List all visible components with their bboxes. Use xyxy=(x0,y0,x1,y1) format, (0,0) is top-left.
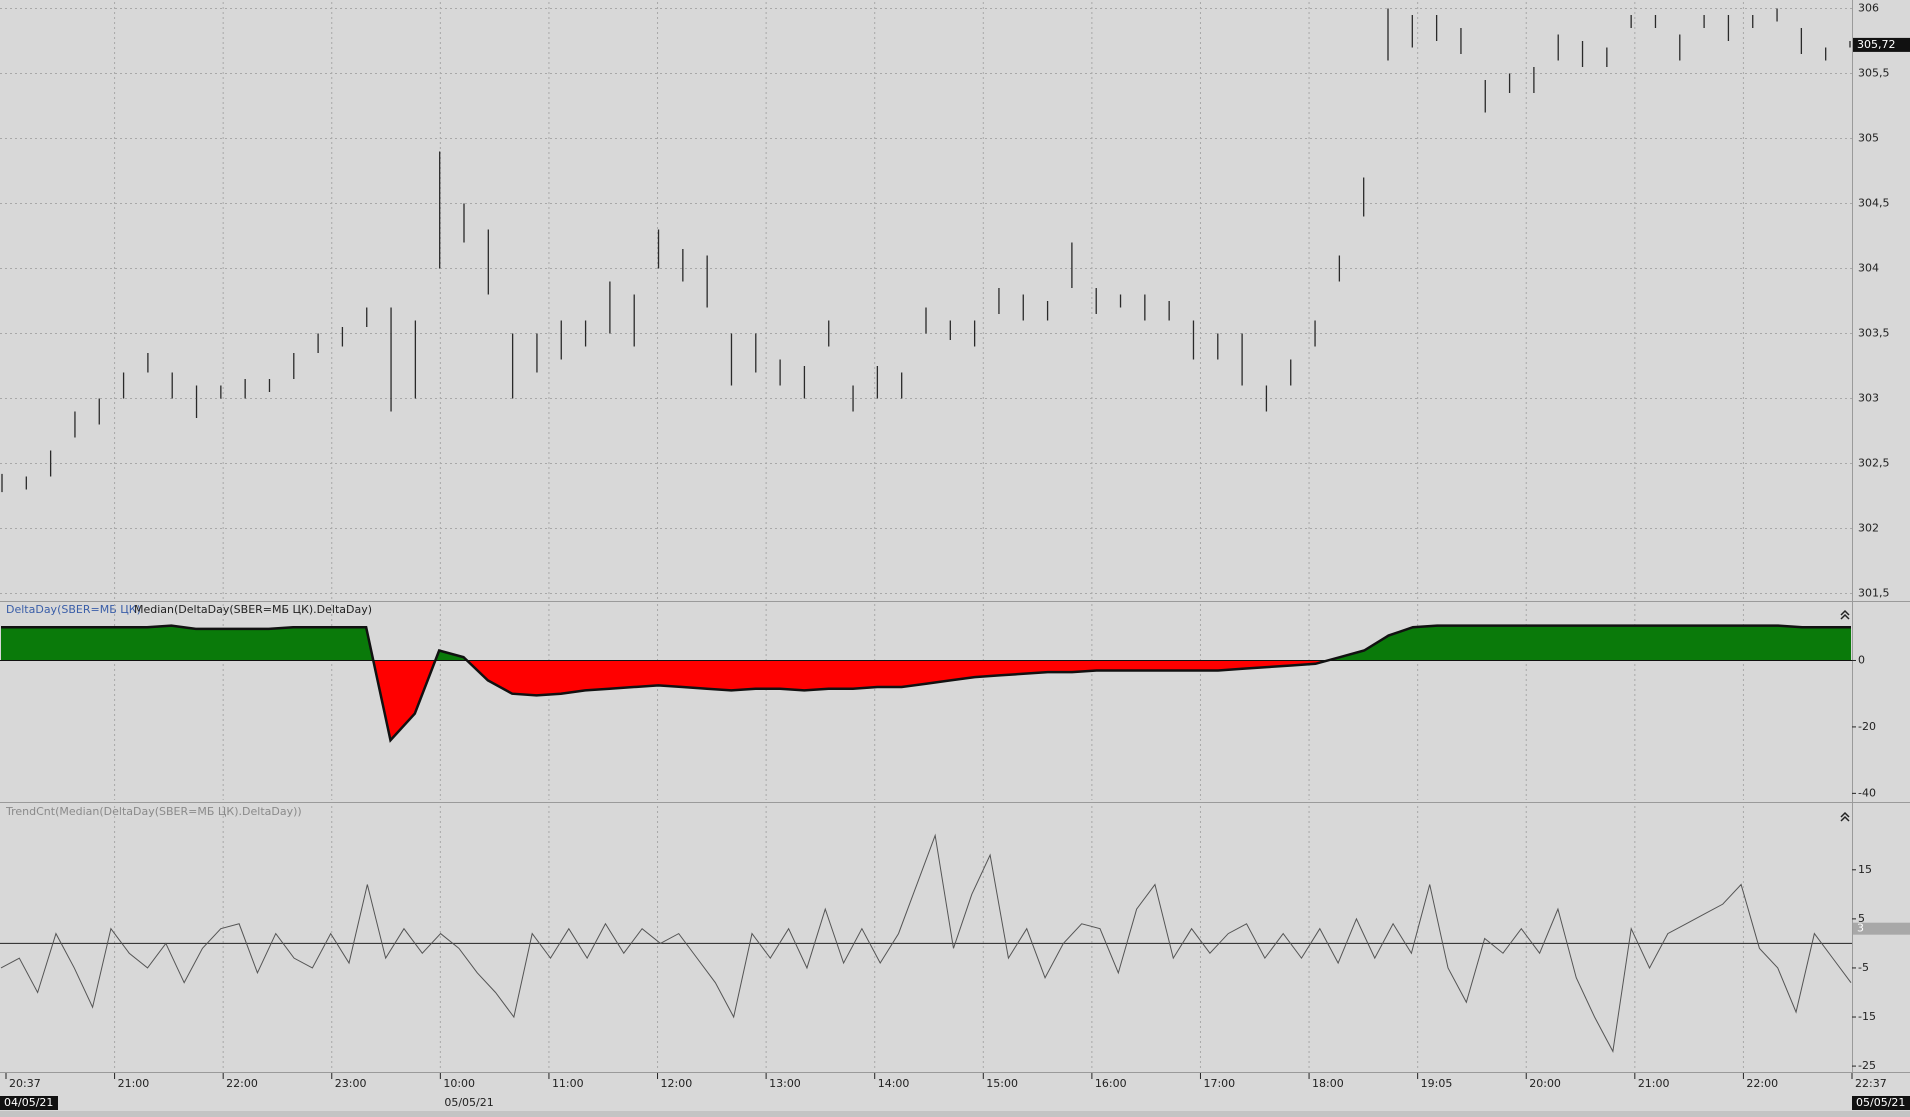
collapse-button[interactable] xyxy=(1840,609,1850,620)
y-tick-label: -15 xyxy=(1858,1010,1876,1023)
x-tick-label: 22:37 xyxy=(1855,1077,1887,1090)
last-price-box xyxy=(1853,37,1910,52)
indicator-subtitle: Median(DeltaDay(SBER=МБ ЦК).DeltaDay) xyxy=(134,603,372,616)
y-tick-label: -5 xyxy=(1858,961,1869,974)
x-tick-label: 21:00 xyxy=(118,1077,150,1090)
date-label: 05/05/21 xyxy=(1856,1096,1905,1109)
last-value-box xyxy=(1853,922,1910,935)
positive-area xyxy=(1,625,1851,661)
x-tick-label: 19:05 xyxy=(1421,1077,1453,1090)
negative-area xyxy=(1,660,1851,741)
last-value-label: 3 xyxy=(1857,922,1864,935)
collapse-button[interactable] xyxy=(1840,811,1850,822)
y-tick-label: 304,5 xyxy=(1858,197,1890,210)
indicator-title: TrendCnt(Median(DeltaDay(SBER=МБ ЦК).Del… xyxy=(5,805,302,818)
y-tick-label: -20 xyxy=(1858,720,1876,733)
y-tick-label: 302 xyxy=(1858,522,1879,535)
x-tick-label: 22:00 xyxy=(226,1077,258,1090)
y-tick-label: 15 xyxy=(1858,863,1872,876)
x-tick-label: 17:00 xyxy=(1203,1077,1235,1090)
x-tick-label: 16:00 xyxy=(1095,1077,1127,1090)
x-tick-label: 21:00 xyxy=(1638,1077,1670,1090)
x-tick-label: 10:00 xyxy=(443,1077,475,1090)
indicator-title: DeltaDay(SBER=МБ ЦК) xyxy=(6,603,141,616)
y-tick-label: 305,5 xyxy=(1858,67,1890,80)
y-tick-label: 306 xyxy=(1858,2,1879,15)
y-tick-label: 303 xyxy=(1858,392,1879,405)
delta-outline xyxy=(1,624,1851,743)
date-box xyxy=(0,1096,58,1110)
y-tick-label: 5 xyxy=(1858,912,1865,925)
scrollbar[interactable] xyxy=(0,1111,1910,1117)
x-tick-label: 14:00 xyxy=(878,1077,910,1090)
y-tick-label: 303,5 xyxy=(1858,327,1890,340)
x-tick-label: 20:37 xyxy=(9,1077,41,1090)
x-tick-label: 13:00 xyxy=(769,1077,801,1090)
trend-line xyxy=(0,833,1852,1053)
x-tick-label: 22:00 xyxy=(1746,1077,1778,1090)
y-tick-label: 301,5 xyxy=(1858,587,1890,600)
x-tick-label: 18:00 xyxy=(1312,1077,1344,1090)
x-tick-label: 11:00 xyxy=(552,1077,584,1090)
x-tick-label: 23:00 xyxy=(335,1077,367,1090)
x-tick-label: 15:00 xyxy=(986,1077,1018,1090)
last-price-label: 305,72 xyxy=(1857,38,1896,51)
y-tick-label: 304 xyxy=(1858,262,1879,275)
y-tick-label: 305 xyxy=(1858,132,1879,145)
date-label: 04/05/21 xyxy=(4,1096,53,1109)
y-tick-label: -25 xyxy=(1858,1059,1876,1072)
y-tick-label: -40 xyxy=(1858,786,1876,799)
y-tick-label: 0 xyxy=(1858,653,1865,666)
x-tick-label: 20:00 xyxy=(1529,1077,1561,1090)
x-tick-label: 12:00 xyxy=(661,1077,693,1090)
y-tick-label: 302,5 xyxy=(1858,457,1890,470)
date-label: 05/05/21 xyxy=(444,1096,493,1109)
date-box xyxy=(1852,1096,1910,1110)
